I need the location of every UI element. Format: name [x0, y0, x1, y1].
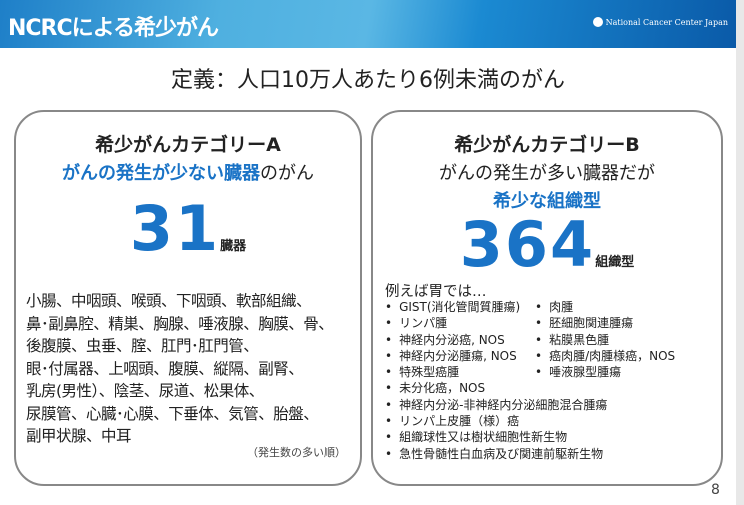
organ-list: 小腸、中咽頭、喉頭、下咽頭、軟部組織、鼻･副鼻腔、精巣、胸腺、唾液腺、胸膜、骨、… [26, 290, 334, 448]
category-a-title: 希少がんカテゴリーA [95, 134, 281, 156]
list-item: 粘膜黒色腫 [535, 332, 675, 348]
slide-title: NCRCによる希少がん [8, 16, 219, 41]
list-item: 急性骨髄性白血病及び関連前駆新生物 [385, 446, 607, 462]
category-b-emphasis: 希少な組織型 [493, 191, 601, 212]
organ-line: 尿膜管、心臓･心膜、下垂体、気管、胎盤、 [26, 404, 319, 423]
list-item: 肉腫 [535, 299, 675, 315]
logo-text: National Cancer Center Japan [605, 17, 728, 27]
list-item: GIST(消化管間質腫瘍) [385, 299, 607, 315]
list-item: 胚細胞関連腫瘍 [535, 315, 675, 331]
list-item: 唾液腺型腫瘍 [535, 364, 675, 380]
category-a-count: 31臓器 [16, 198, 360, 277]
logo-icon [592, 17, 603, 27]
example-label: 例えば胃では… [385, 284, 487, 300]
organ-line: 眼･付属器、上咽頭、腹膜、縦隔、副腎、 [26, 359, 304, 378]
list-item: 神経内分泌-非神経内分泌細胞混合腫瘍 [385, 397, 607, 413]
list-item: リンパ上皮腫（様）癌 [385, 413, 607, 429]
organ-line: 乳房(男性）、陰茎、尿道、松果体、 [26, 382, 264, 400]
list-item: リンパ腫 [385, 315, 607, 331]
count-unit: 組織型 [595, 255, 635, 270]
list-item: 未分化癌，NOS [385, 380, 607, 396]
organ-line: 小腸、中咽頭、喉頭、下咽頭、軟部組織、 [26, 292, 312, 310]
histology-list-left: GIST(消化管間質腫瘍)リンパ腫神経内分泌癌, NOS神経内分泌腫瘍, NOS… [385, 299, 607, 462]
subtitle-emphasis: がんの発生が少ない臓器 [62, 163, 260, 184]
count-number: 364 [459, 208, 596, 281]
category-b-box: 希少がんカテゴリーB がんの発生が多い臓器だが 希少な組織型 364組織型 例え… [371, 110, 723, 486]
list-item: 癌肉腫/肉腫様癌，NOS [535, 348, 675, 364]
definition: 定義：人口10万人あたり6例未満のがん [171, 68, 565, 93]
slide-header: NCRCによる希少がん National Cancer Center Japan [0, 0, 736, 48]
subtitle-rest: のがん [260, 163, 314, 184]
count-number: 31 [129, 192, 221, 265]
list-item: 組織球性又は樹状細胞性新生物 [385, 429, 607, 445]
count-unit: 臓器 [220, 239, 247, 254]
list-item: 神経内分泌腫瘍, NOS [385, 348, 607, 364]
histology-list-right: 肉腫胚細胞関連腫瘍粘膜黒色腫癌肉腫/肉腫様癌，NOS唾液腺型腫瘍 [535, 299, 675, 380]
category-a-box: 希少がんカテゴリーA がんの発生が少ない臓器のがん 31臓器 小腸、中咽頭、喉頭… [14, 110, 362, 486]
category-a-subtitle: がんの発生が少ない臓器のがん [16, 159, 360, 185]
category-b-count: 364組織型 [373, 214, 721, 293]
category-b-subtitle: がんの発生が多い臓器だが [439, 163, 655, 184]
category-b-title: 希少がんカテゴリーB [454, 134, 640, 156]
page-number: 8 [711, 482, 720, 498]
side-strip [736, 0, 744, 505]
ncc-logo: National Cancer Center Japan [592, 17, 728, 27]
list-item: 特殊型癌腫 [385, 364, 607, 380]
order-note: （発生数の多い順） [247, 446, 346, 459]
list-item: 神経内分泌癌, NOS [385, 332, 607, 348]
organ-line: 副甲状腺、中耳 [26, 427, 132, 445]
organ-line: 鼻･副鼻腔、精巣、胸腺、唾液腺、胸膜、骨、 [26, 314, 334, 333]
organ-line: 後腹膜、虫垂、腟、肛門･肛門管、 [26, 337, 259, 355]
